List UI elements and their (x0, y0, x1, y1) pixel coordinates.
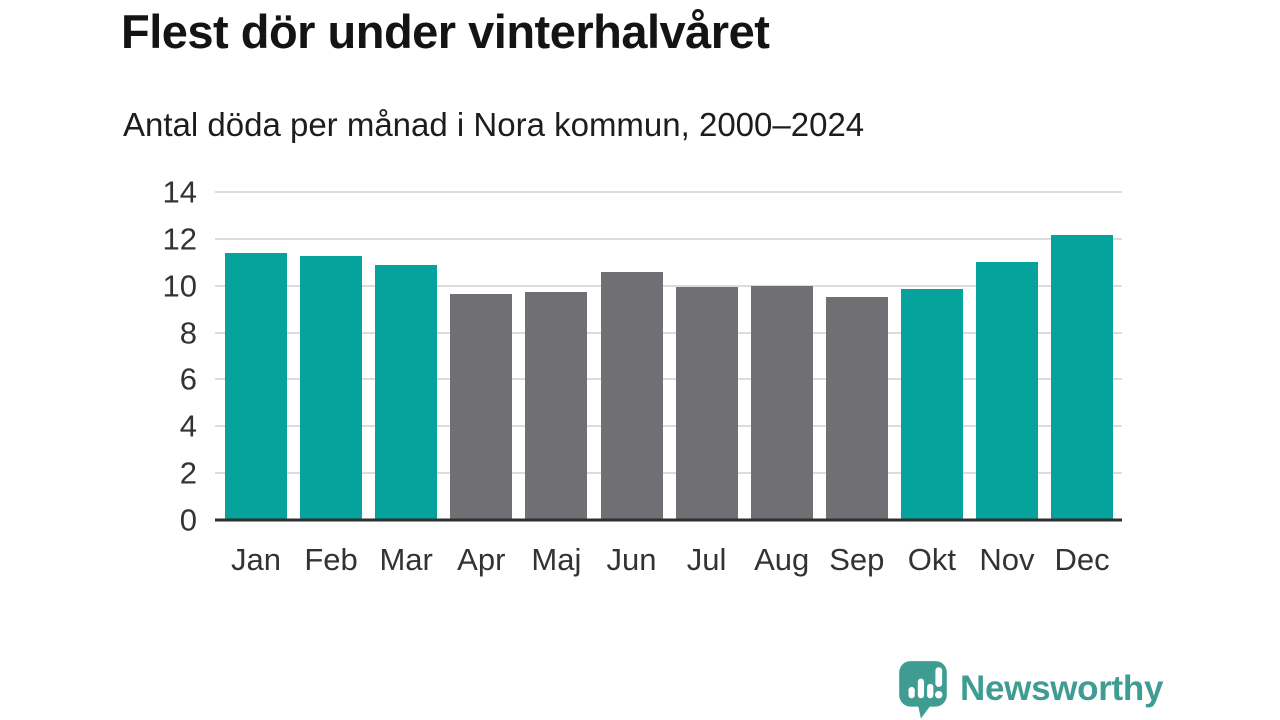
x-axis-tick-label-maj: Maj (531, 542, 582, 577)
gridline-y6 (215, 378, 1122, 381)
chart-title: Flest dör under vinterhalvåret (121, 5, 770, 58)
y-axis-tick-label: 8 (179, 315, 197, 351)
x-axis-tick-label-nov: Nov (979, 542, 1035, 577)
gridline-y8 (215, 331, 1122, 334)
y-axis-tick-label: 6 (179, 361, 197, 397)
bar-dec (1051, 235, 1114, 520)
brand-footer: Newsworthy (897, 659, 1163, 719)
y-axis-tick-label: 12 (162, 221, 197, 257)
bar-feb (300, 256, 363, 520)
x-axis-tick-label-jun: Jun (606, 542, 657, 577)
x-axis-line (215, 518, 1122, 522)
x-axis-tick-label-dec: Dec (1054, 542, 1110, 577)
y-axis-tick-label: 10 (162, 268, 197, 304)
newsworthy-logo-icon (899, 661, 947, 719)
bar-sep (825, 297, 888, 520)
bar-jul (675, 286, 738, 520)
bar-okt (900, 289, 963, 520)
x-axis-tick-label-mar: Mar (379, 542, 433, 577)
gridline-y14 (215, 191, 1122, 193)
y-axis-tick-label: 4 (179, 408, 197, 444)
chart-subtitle: Antal döda per månad i Nora kommun, 2000… (123, 106, 865, 143)
x-axis-tick-label-aug: Aug (754, 542, 810, 577)
brand-name: Newsworthy (960, 669, 1164, 708)
gridline-y2 (215, 472, 1122, 475)
x-axis-tick-label-jan: Jan (231, 542, 281, 577)
x-axis-tick-label-feb: Feb (304, 542, 358, 577)
x-axis-tick-label-apr: Apr (457, 542, 506, 577)
bar-jan (225, 252, 287, 520)
gridline-y12 (215, 237, 1122, 240)
y-axis-tick-label: 2 (179, 455, 197, 491)
bar-nov (976, 262, 1038, 520)
bar-mar (375, 264, 438, 520)
bar-apr (450, 293, 513, 520)
bar-aug (750, 285, 813, 520)
gridline-y10 (215, 284, 1122, 287)
x-axis-tick-label-jul: Jul (686, 542, 727, 577)
x-axis-tick-label-okt: Okt (907, 542, 956, 577)
bar-jun (600, 271, 663, 520)
x-axis-tick-label-sep: Sep (829, 542, 885, 577)
y-axis-tick-label: 14 (162, 174, 197, 210)
y-axis-tick-label: 0 (179, 502, 197, 538)
gridline-y4 (215, 425, 1122, 428)
bar-maj (525, 291, 588, 520)
